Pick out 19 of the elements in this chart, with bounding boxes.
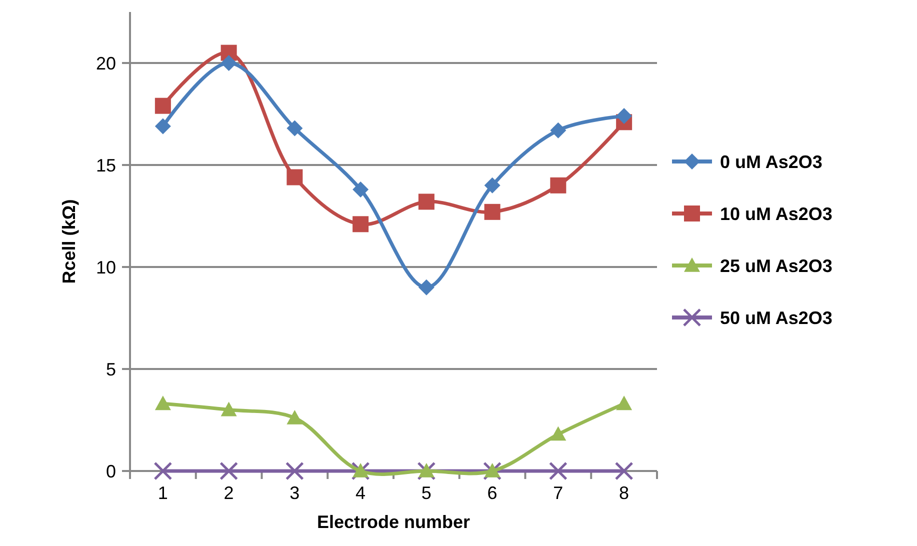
x-tick-label: 8 <box>619 483 630 503</box>
x-tick-label: 1 <box>158 483 168 503</box>
x-tick-label: 5 <box>421 483 432 503</box>
y-tick-label: 15 <box>96 155 116 176</box>
x-tick-label: 4 <box>356 483 366 503</box>
x-tick-label: 6 <box>487 483 498 503</box>
legend-label: 0 uM As2O3 <box>720 152 822 172</box>
y-tick-label: 0 <box>106 461 116 482</box>
x-tick-label: 3 <box>290 483 300 503</box>
x-tick-label: 2 <box>224 483 234 503</box>
x-axis-title: Electrode number <box>316 512 470 532</box>
y-tick-label: 10 <box>96 257 116 278</box>
legend-label: 25 uM As2O3 <box>720 256 832 276</box>
legend-label: 50 uM As2O3 <box>720 308 832 328</box>
y-tick-label: 20 <box>96 53 116 74</box>
x-tick-label: 7 <box>553 483 564 503</box>
legend-label: 10 uM As2O3 <box>720 204 832 224</box>
y-axis-title: Rcell (kΩ) <box>59 199 79 284</box>
y-tick-label: 5 <box>106 359 116 380</box>
